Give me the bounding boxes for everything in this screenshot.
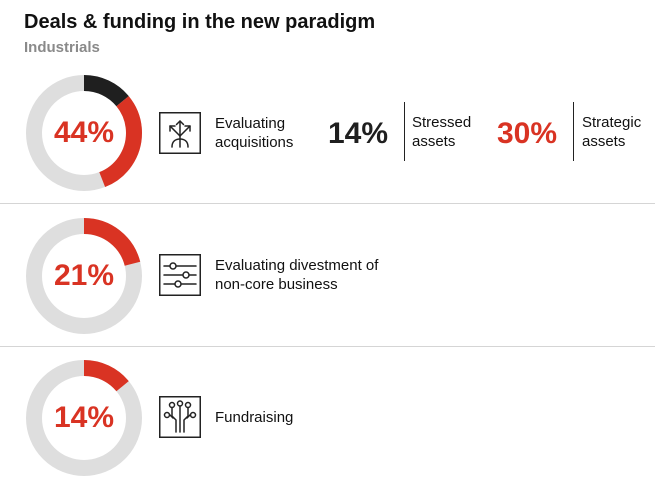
stat-label-stressed: Stressed assets: [412, 114, 472, 150]
donut-segment-1: [26, 218, 142, 334]
donut-chart-fundraising: 14%: [22, 356, 146, 480]
donut-svg-fundraising: [26, 360, 142, 476]
row-divestment: 21% Evaluating divestment of non-core bu…: [0, 204, 655, 346]
row-label-divestment: Evaluating divestment of non-core busine…: [215, 257, 379, 293]
row-acquisitions: 44% Evaluating acquisitions 14% Stressed…: [0, 60, 655, 203]
donut-chart-acquisitions: 44%: [22, 71, 146, 195]
stat-label-strategic: Strategic assets: [582, 114, 642, 150]
stat-divider: [573, 102, 574, 161]
row-label-acquisitions: Evaluating acquisitions: [215, 115, 294, 151]
donut-segment-1: [26, 360, 142, 476]
page-title: Deals & funding in the new paradigm: [24, 11, 376, 33]
stat-divider: [404, 102, 405, 161]
donut-segment-2: [26, 75, 142, 191]
donut-percent-label: 44%: [53, 116, 115, 149]
stat-value-strategic: 30%: [497, 117, 558, 150]
donut-svg-divestment: [26, 218, 142, 334]
stat-value-stressed: 14%: [328, 117, 389, 150]
donut-segment-1: [26, 75, 142, 191]
circuit-icon: [159, 396, 201, 438]
page-subtitle: Industrials: [24, 39, 100, 56]
donut-chart-divestment: 21%: [22, 214, 146, 338]
row-divider: [0, 346, 655, 347]
branching-arrows-icon: [159, 112, 201, 154]
donut-percent-label: 21%: [53, 259, 115, 292]
row-label-fundraising: Fundraising: [215, 409, 294, 426]
row-fundraising: 14% Fundraising: [0, 347, 655, 491]
sliders-icon: [159, 254, 201, 296]
donut-svg-acquisitions: [26, 75, 142, 191]
row-divider: [0, 203, 655, 204]
donut-percent-label: 14%: [53, 401, 115, 434]
